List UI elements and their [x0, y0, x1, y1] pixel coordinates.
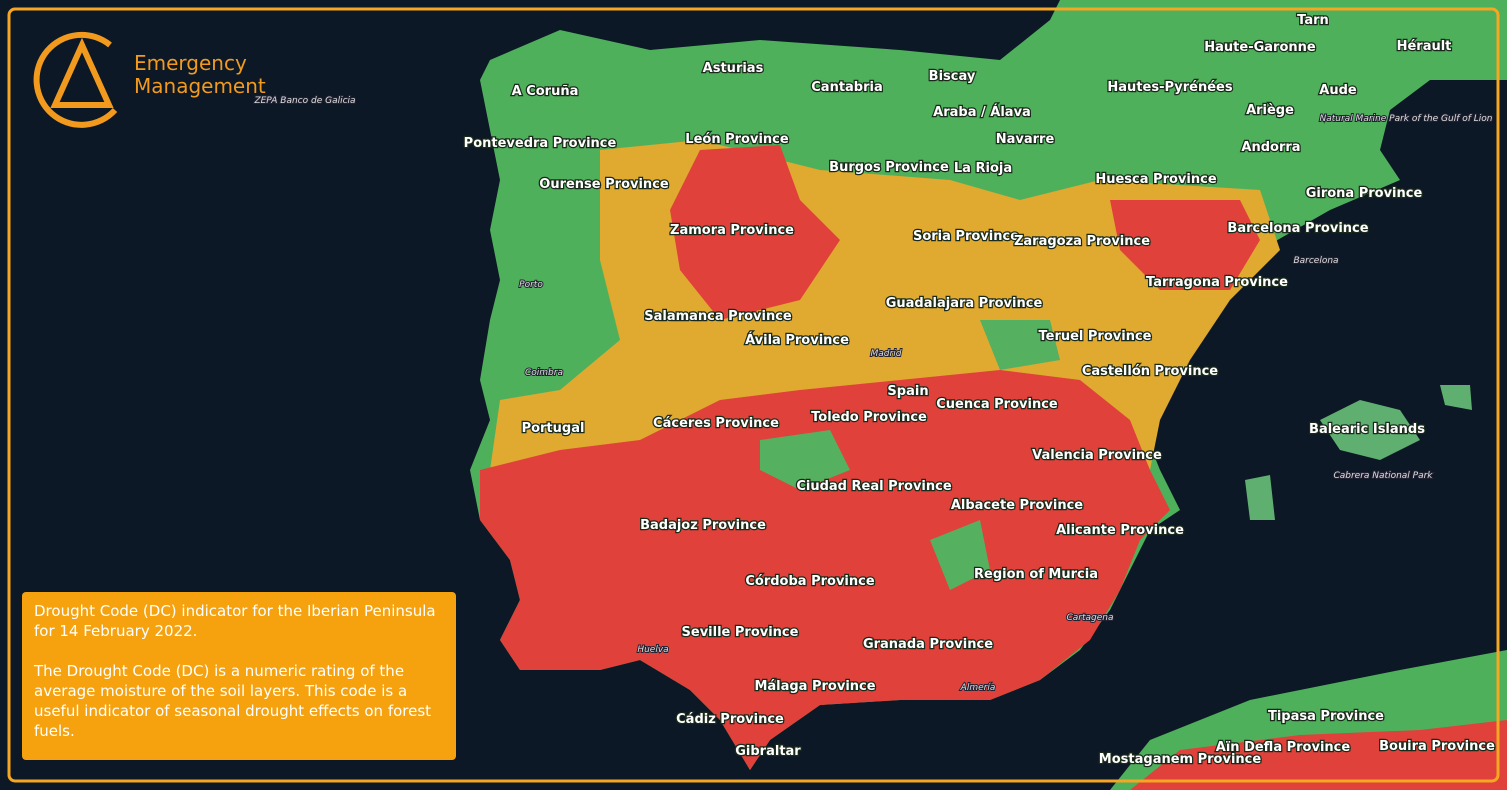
place-label: Soria Province — [913, 229, 1019, 244]
place-label: Araba / Álava — [933, 104, 1031, 120]
place-label: Tarn — [1297, 13, 1329, 28]
place-label: Seville Province — [682, 625, 799, 640]
island — [1440, 385, 1472, 410]
island — [1320, 400, 1420, 460]
place-label: Ávila Province — [745, 332, 849, 348]
place-label: Granada Province — [863, 637, 993, 652]
place-label: Ourense Province — [539, 177, 669, 192]
minor-label: Cabrera National Park — [1333, 471, 1433, 481]
place-label: Cuenca Province — [936, 397, 1058, 412]
place-label: Navarre — [996, 132, 1055, 147]
place-label: Córdoba Province — [745, 574, 874, 589]
place-label: Zamora Province — [670, 223, 794, 238]
place-label: Hautes-Pyrénées — [1107, 80, 1232, 95]
place-label: Aude — [1319, 83, 1357, 98]
place-label: Andorra — [1241, 140, 1300, 155]
logo-text: Emergency — [134, 51, 247, 75]
minor-label: Barcelona — [1293, 256, 1338, 266]
place-label: Tipasa Province — [1268, 709, 1384, 724]
logo-icon — [50, 37, 114, 108]
logo-text: Management — [134, 74, 266, 98]
place-label: Castellón Province — [1082, 364, 1218, 379]
place-label: Cantabria — [811, 80, 883, 95]
place-label: Málaga Province — [754, 679, 875, 694]
drought-zone — [480, 370, 1170, 770]
minor-label: Almería — [960, 683, 996, 693]
place-label: Albacete Province — [951, 498, 1083, 513]
frame — [7, 7, 1500, 783]
place-label: Toledo Province — [811, 410, 927, 425]
minor-label: Natural Marine Park of the Gulf of Lion — [1320, 114, 1493, 124]
place-label: Ariège — [1246, 103, 1294, 118]
place-label: Haute-Garonne — [1204, 40, 1316, 55]
place-label: Barcelona Province — [1227, 221, 1368, 236]
caption-body: The Drought Code (DC) is a numeric ratin… — [34, 662, 432, 740]
drought-zone — [1110, 200, 1260, 290]
minor-label: ZEPA Banco de Galicia — [253, 96, 355, 106]
place-label: Zaragoza Province — [1014, 234, 1150, 249]
place-label: A Coruña — [512, 84, 579, 99]
place-label: Badajoz Province — [640, 518, 766, 533]
place-label: Huesca Province — [1095, 172, 1216, 187]
place-label: Guadalajara Province — [886, 296, 1043, 311]
place-label: Region of Murcia — [974, 567, 1098, 582]
place-label: Portugal — [522, 421, 585, 436]
place-label: Asturias — [703, 61, 764, 76]
place-label: Teruel Province — [1038, 329, 1151, 344]
place-label: Alicante Province — [1056, 523, 1184, 538]
green-patch — [760, 430, 850, 490]
place-label: Gibraltar — [735, 744, 801, 759]
caption-title: Drought Code (DC) indicator for the Iber… — [34, 602, 436, 640]
caption-box: Drought Code (DC) indicator for the Iber… — [22, 592, 456, 760]
place-label: Spain — [887, 384, 928, 399]
place-label: Pontevedra Province — [464, 136, 617, 151]
place-label: Burgos Province — [829, 160, 949, 175]
drought-zone — [670, 145, 840, 320]
place-label: Girona Province — [1306, 186, 1423, 201]
minor-label: Porto — [519, 280, 543, 290]
place-label: Balearic Islands — [1309, 422, 1425, 437]
place-label: Cáceres Province — [653, 416, 779, 431]
place-label: Tarragona Province — [1146, 275, 1288, 290]
place-label: Ciudad Real Province — [796, 479, 952, 494]
minor-label: Madrid — [871, 349, 902, 359]
logo-arc — [33, 31, 118, 128]
place-label: Hérault — [1397, 39, 1452, 54]
place-label: Salamanca Province — [644, 309, 792, 324]
place-label: Bouira Province — [1379, 739, 1495, 754]
minor-label: Cartagena — [1066, 613, 1113, 623]
minor-label: Huelva — [637, 645, 668, 655]
africa-drought — [1130, 720, 1507, 790]
minor-label: Coimbra — [525, 368, 563, 378]
green-patch — [980, 320, 1060, 370]
place-label: Biscay — [929, 69, 976, 84]
place-label: León Province — [685, 132, 789, 147]
island — [1245, 475, 1275, 520]
place-label: Aïn Defla Province — [1216, 740, 1351, 755]
place-label: La Rioja — [954, 161, 1012, 176]
place-labels: Asturias A Coruña Cantabria Biscay Araba / Á… — [252, 12, 1496, 769]
place-label: Valencia Province — [1032, 448, 1162, 463]
place-label: Cádiz Province — [676, 712, 784, 727]
place-label: Mostaganem Province — [1099, 752, 1262, 767]
green-patch — [930, 520, 990, 590]
